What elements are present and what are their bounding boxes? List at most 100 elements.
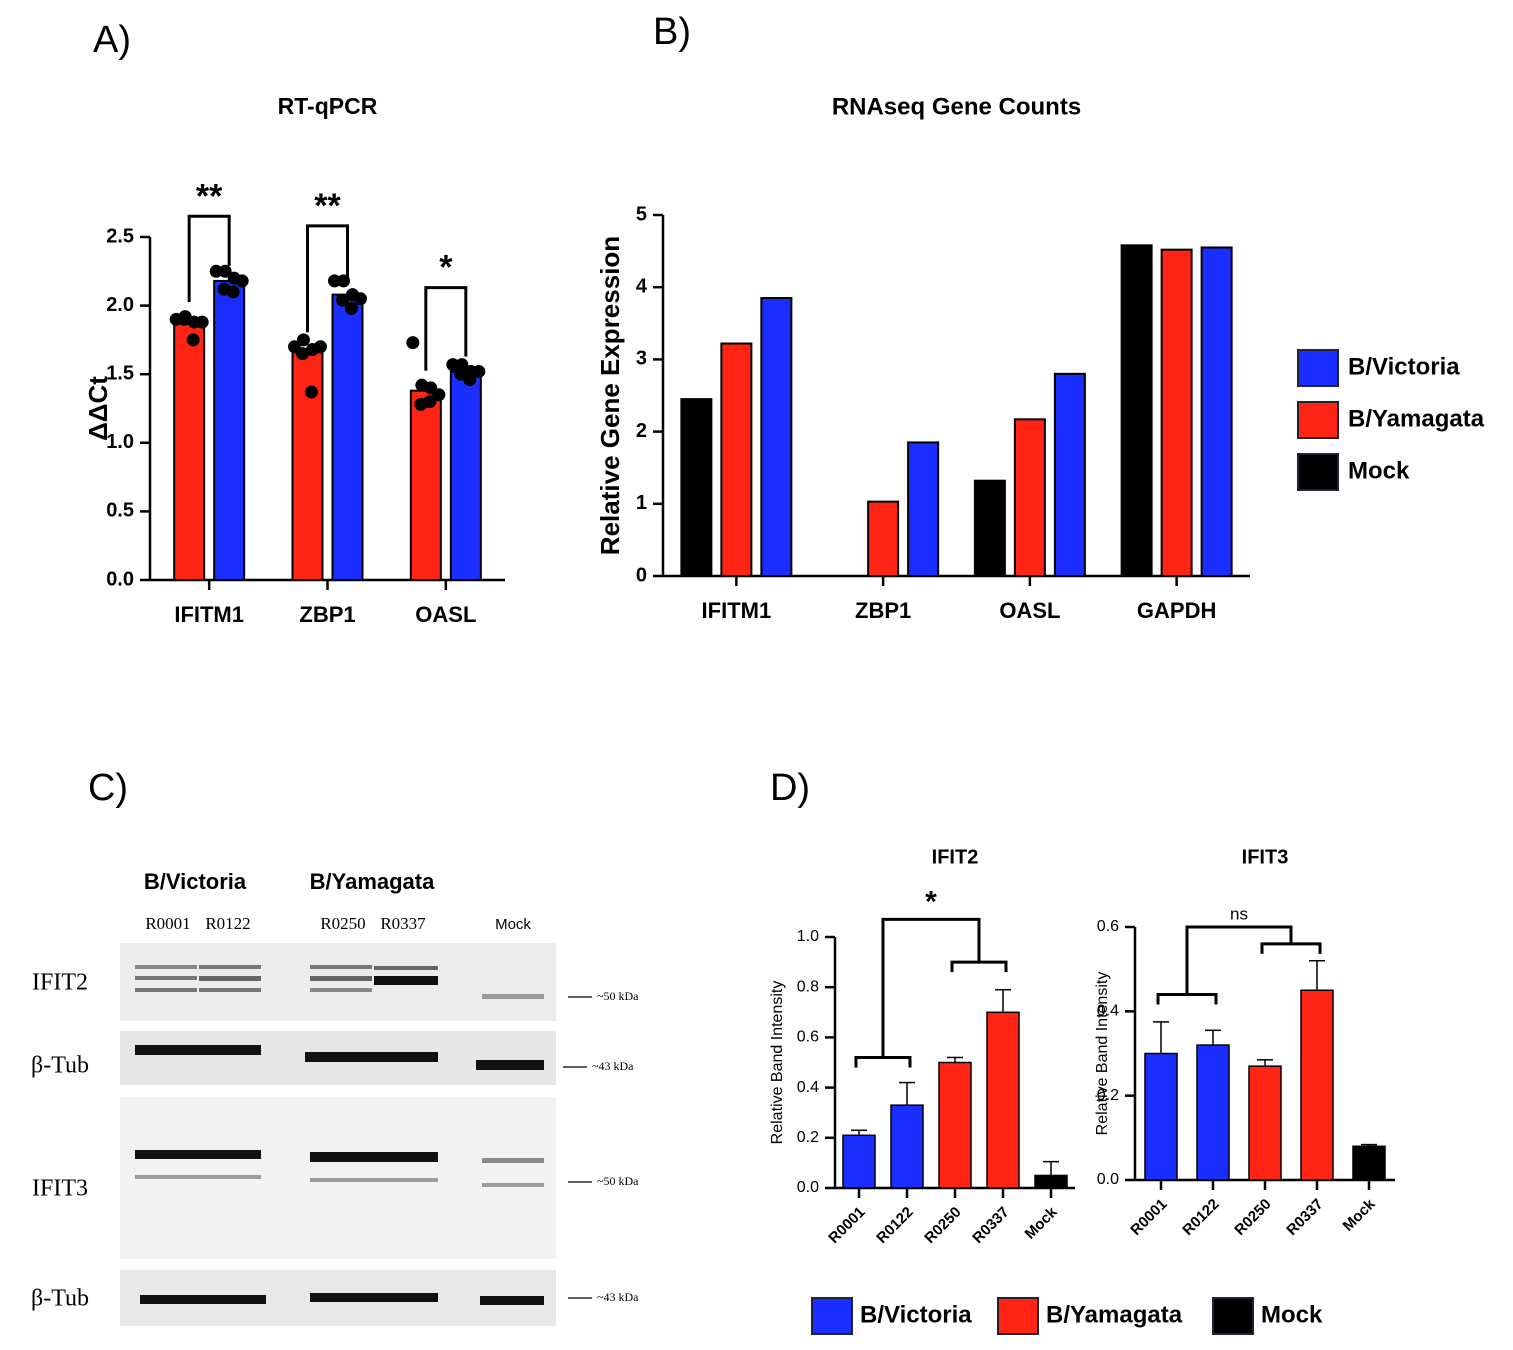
legend-swatch <box>1297 349 1339 387</box>
data-point <box>209 264 223 278</box>
significance-label: ** <box>196 177 223 215</box>
significance-label: * <box>439 249 453 287</box>
y-tick-label: 3 <box>636 348 647 370</box>
group-label: B/Victoria <box>144 869 247 894</box>
size-label: ~43 kDa <box>592 1059 634 1073</box>
data-point <box>297 333 310 347</box>
blot <box>120 943 592 1326</box>
y-tick-label: 0.6 <box>797 1029 819 1046</box>
y-tick-label: 5 <box>636 203 647 225</box>
group-bracket <box>1156 992 1218 1005</box>
legend-label: B/Victoria <box>1348 353 1460 380</box>
data-point <box>314 340 327 354</box>
y-tick-label: 2.5 <box>106 225 134 247</box>
panel-label: A) <box>93 19 131 61</box>
y-axis-label: Relative Gene Expression <box>595 236 625 555</box>
legend-label: B/Yamagata <box>1046 1301 1183 1328</box>
lane-label: R0250 <box>320 914 365 933</box>
legend-label: B/Yamagata <box>1348 405 1485 432</box>
bar <box>1248 1065 1282 1181</box>
significance-bracket <box>187 214 231 303</box>
bar <box>986 1011 1020 1189</box>
y-axis-label: ΔΔCt <box>83 376 113 441</box>
band <box>476 1060 544 1070</box>
data-point <box>463 373 477 387</box>
bar <box>213 279 246 581</box>
data-point <box>336 293 349 307</box>
size-ticks <box>563 996 592 1299</box>
lane-label: R0001 <box>145 914 190 933</box>
y-tick-label: 0.2 <box>1097 1087 1119 1104</box>
legend-swatch <box>997 1297 1039 1335</box>
lane-label: R0122 <box>205 914 250 933</box>
bar <box>867 500 900 577</box>
x-tick-label: R0001 <box>1127 1196 1170 1239</box>
bar <box>1352 1145 1386 1181</box>
significance-label: * <box>925 885 937 918</box>
data-point <box>195 315 209 329</box>
bar <box>291 351 324 581</box>
legend-swatch <box>1297 401 1339 439</box>
band <box>199 965 261 969</box>
legend-label: Mock <box>1261 1301 1323 1328</box>
bar <box>173 321 206 581</box>
x-tick-label: IFITM1 <box>174 602 244 627</box>
x-tick-label: R0250 <box>921 1204 964 1247</box>
band <box>135 1150 261 1159</box>
bar <box>1053 372 1086 577</box>
size-label: ~50 kDa <box>597 1174 639 1188</box>
x-tick-label: R0122 <box>873 1204 916 1247</box>
bar <box>907 441 940 577</box>
data-point <box>226 285 240 299</box>
x-tick-label: Mock <box>1022 1203 1062 1243</box>
data-point <box>406 336 420 350</box>
y-tick-label: 0.8 <box>797 978 819 995</box>
y-tick-label: 1.5 <box>106 362 134 384</box>
size-label: ~43 kDa <box>597 1290 639 1304</box>
bar <box>1160 248 1193 577</box>
band <box>310 1178 438 1182</box>
band <box>305 1052 438 1062</box>
band <box>310 1152 438 1162</box>
bar <box>890 1104 924 1189</box>
significance-bracket <box>1185 925 1293 995</box>
x-tick-label: ZBP1 <box>855 598 911 623</box>
data-point <box>305 385 318 399</box>
data-point <box>354 292 367 306</box>
legend-swatch <box>1212 1297 1254 1335</box>
y-tick-label: 2 <box>636 420 647 442</box>
band <box>310 976 372 981</box>
chart-title: IFIT2 <box>932 846 979 868</box>
bar <box>1300 989 1334 1181</box>
y-tick-label: 4 <box>636 275 648 297</box>
band <box>310 965 372 969</box>
legend-swatch <box>811 1297 853 1335</box>
bar <box>1196 1044 1230 1181</box>
significance-bracket <box>424 286 468 371</box>
x-tick-label: IFITM1 <box>702 598 772 623</box>
y-tick-label: 0.4 <box>1097 1003 1119 1020</box>
data-point <box>177 312 191 326</box>
y-tick-label: 0.4 <box>797 1079 819 1096</box>
legend-label: Mock <box>1348 457 1410 484</box>
x-tick-label: OASL <box>999 598 1060 623</box>
bar <box>1200 246 1233 578</box>
x-tick-label: R0337 <box>969 1204 1012 1247</box>
row-label: β-Tub <box>31 1053 89 1079</box>
y-tick-label: 0.5 <box>106 500 134 522</box>
data-point <box>218 264 232 278</box>
y-tick-label: 1 <box>636 492 647 514</box>
lane-label: Mock <box>495 916 531 933</box>
data-point <box>446 358 460 372</box>
significance-label: ** <box>314 187 341 225</box>
legend-swatch <box>1297 453 1339 491</box>
band <box>482 994 544 999</box>
bar <box>1034 1174 1068 1189</box>
band <box>199 976 261 981</box>
chart-title: IFIT3 <box>1242 846 1289 868</box>
band <box>480 1296 544 1305</box>
y-tick-label: 1.0 <box>797 928 819 945</box>
y-tick-label: 0.0 <box>106 568 134 590</box>
band <box>482 1158 544 1163</box>
band <box>140 1295 266 1304</box>
